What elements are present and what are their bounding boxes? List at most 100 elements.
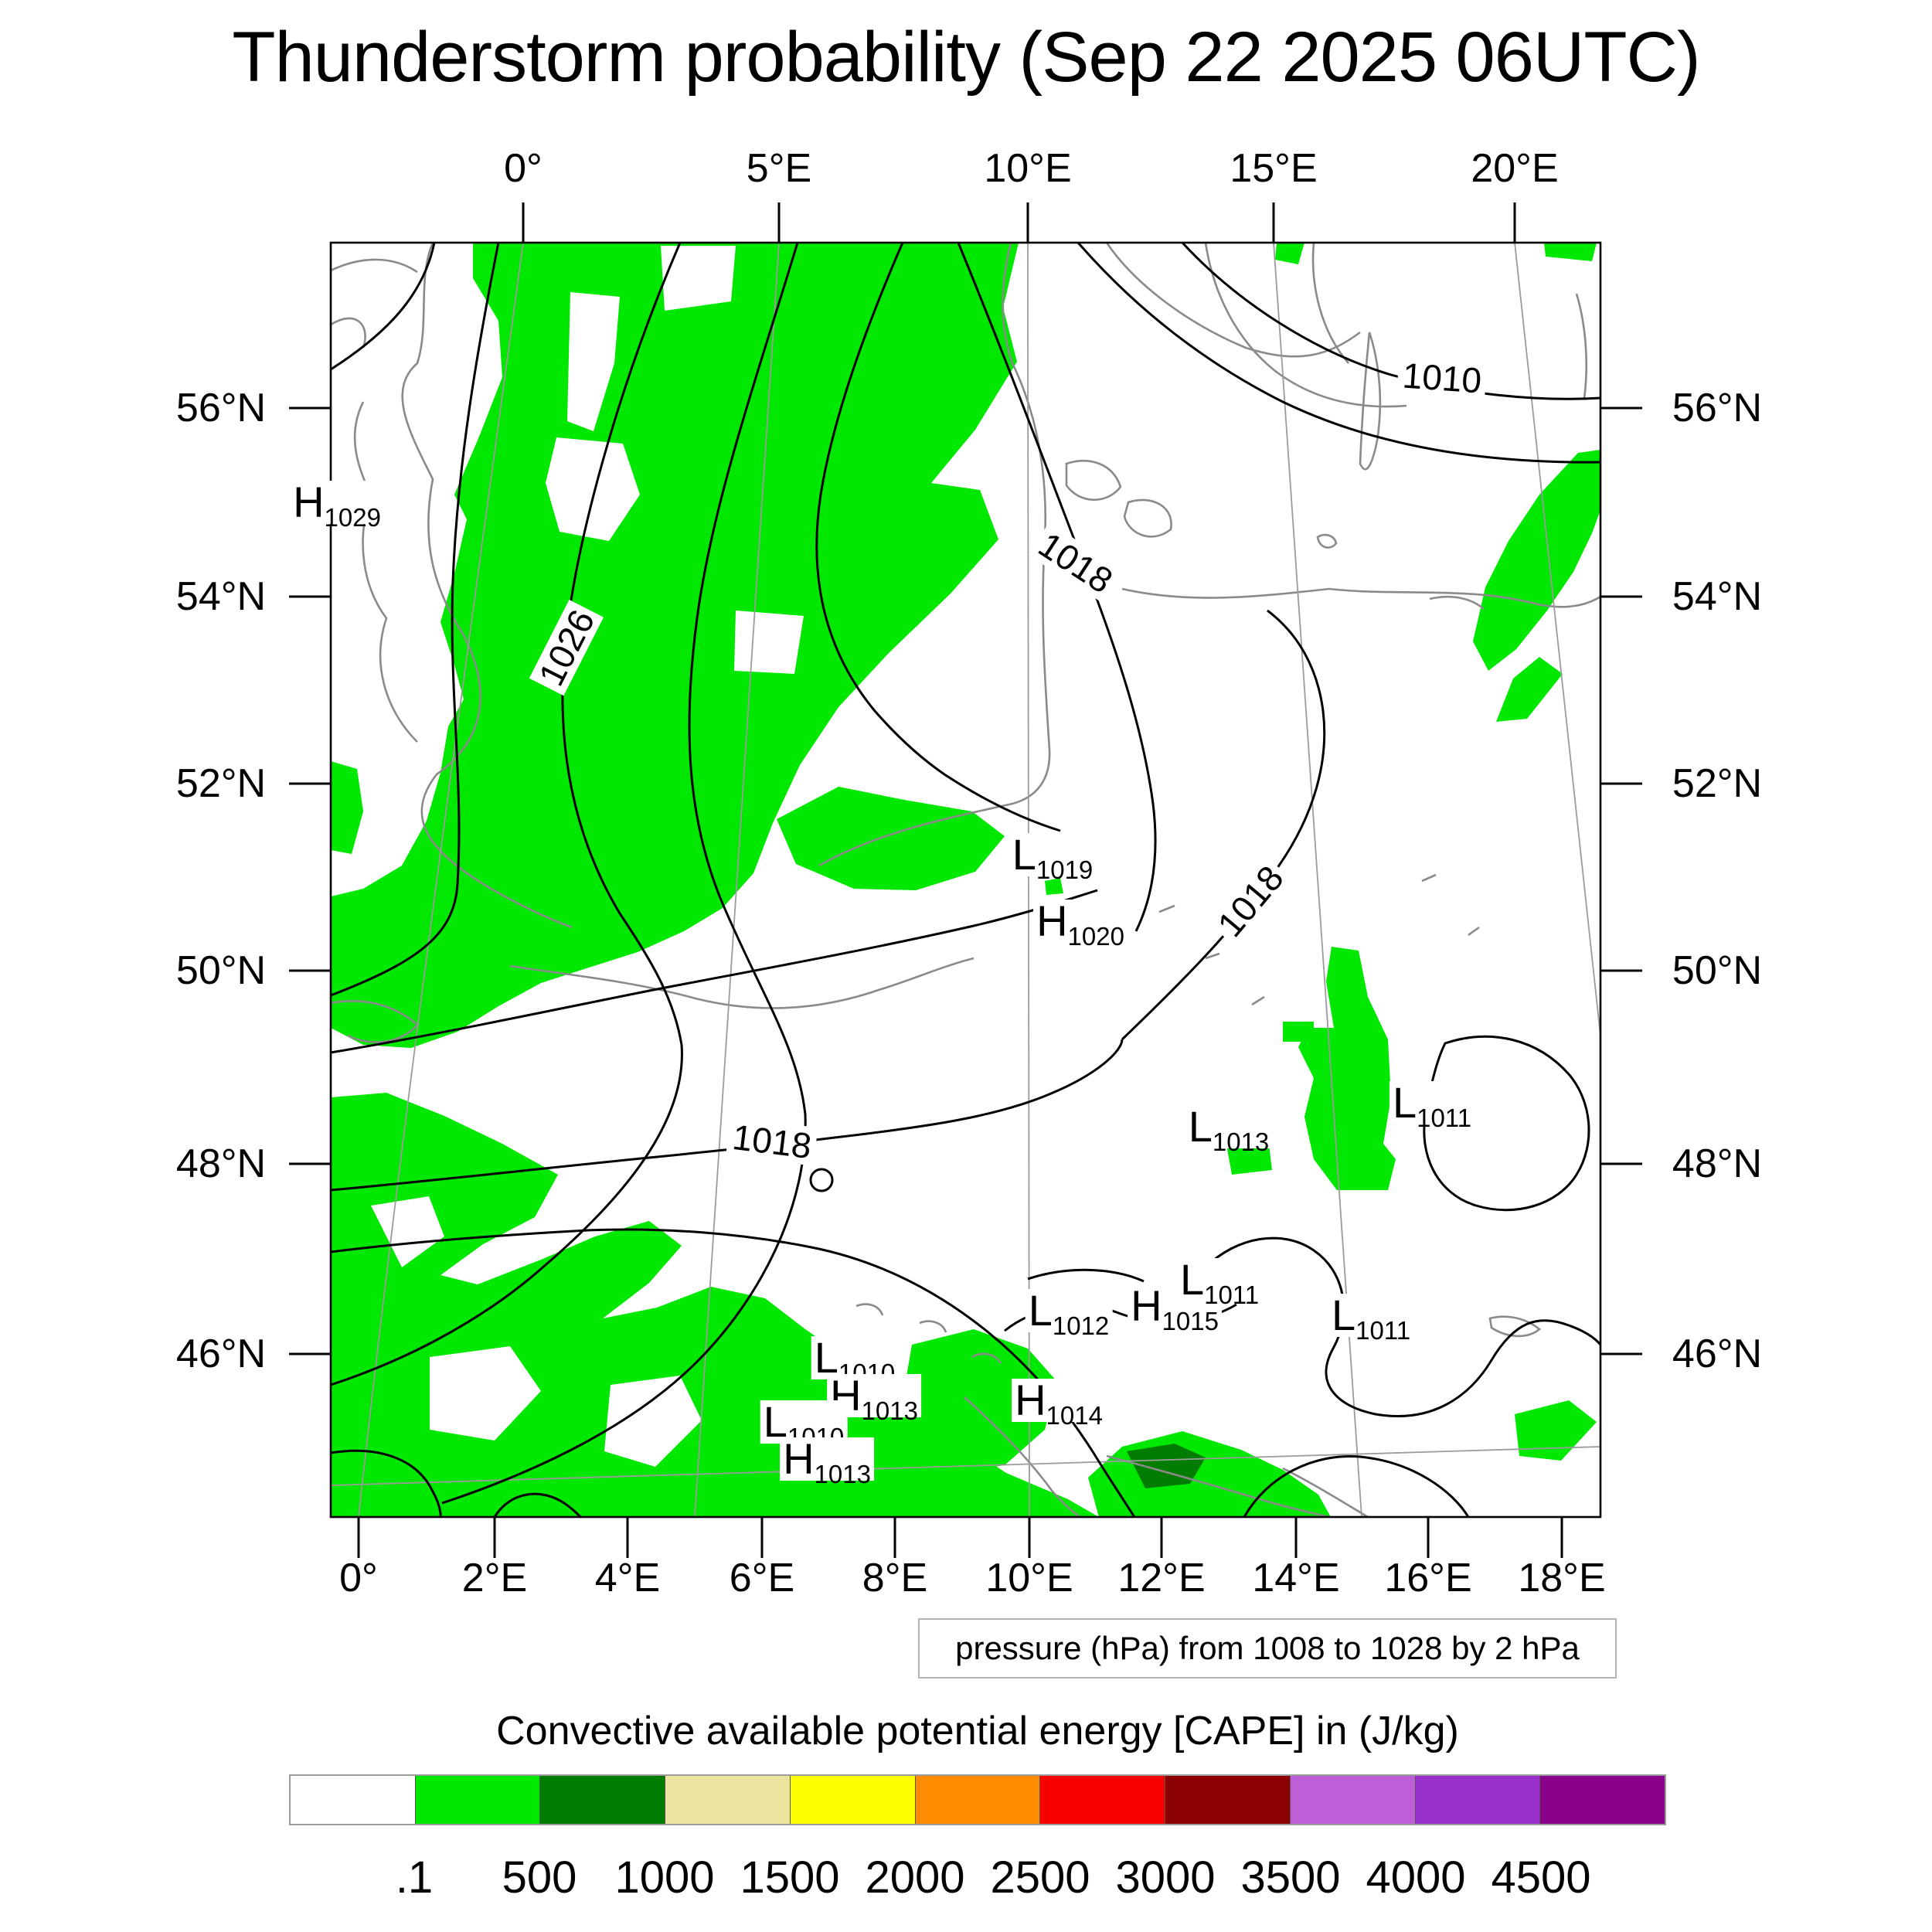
colorbar-segment-0 [291, 1776, 416, 1824]
coastline-misc-dashes [1158, 873, 1480, 1006]
isobar-layer [330, 241, 1602, 1519]
bottom-tick-label-18E: 18°E [1518, 1556, 1606, 1600]
isobar-closed-dot [809, 1168, 834, 1192]
pressure-letter: H [783, 1434, 815, 1483]
left-axis-ticks [289, 406, 331, 1355]
cape-speck-mid [1045, 878, 1063, 895]
left-tick-label-56N: 56°N [175, 386, 267, 430]
pressure-value: 1011 [1204, 1281, 1260, 1309]
isobar-1027 [330, 242, 500, 997]
pressure-value: 1015 [1162, 1307, 1219, 1335]
coastline-gotland [1359, 293, 1588, 471]
colorbar-tick-2500: 2500 [990, 1852, 1090, 1903]
left-tick-label-52N: 52°N [175, 761, 267, 806]
colorbar-segment-7 [1165, 1776, 1291, 1824]
left-tick-label-48N: 48°N [175, 1141, 267, 1186]
pressure-center-L1011-mid: L1011 [1176, 1255, 1263, 1308]
pressure-center-L1019: L1019 [1009, 833, 1097, 883]
isobar-1016-south [330, 1228, 1136, 1518]
coastline-danish-isles [1065, 460, 1172, 538]
graticule-meridian-20E [1514, 242, 1601, 1036]
coastline-britain-east [401, 242, 573, 929]
axes-layer [289, 202, 1642, 1558]
pressure-value: 1020 [1067, 922, 1124, 951]
cape-region-benelux-coast [777, 787, 1005, 890]
bottom-tick-label-14E: 14°E [1252, 1556, 1340, 1600]
isobar-balkan-low [1204, 1236, 1602, 1418]
top-tick-label-5E: 5°E [746, 146, 812, 191]
pressure-letter: L [1179, 1255, 1205, 1304]
colorbar-tick-0.1: .1 [395, 1852, 434, 1903]
colorbar-segment-8 [1290, 1776, 1416, 1824]
cape-region-northsea-band [331, 243, 1019, 1048]
top-tick-label-0: 0° [504, 146, 543, 191]
colorbar-segment-2 [540, 1776, 666, 1824]
isobar-1024 [441, 242, 807, 1505]
cape-region-baltic-streak-2 [1496, 657, 1563, 722]
coastline-bornholm [1316, 533, 1338, 549]
colorbar-tick-500: 500 [502, 1852, 577, 1903]
top-axis-ticks [522, 202, 1516, 243]
pressure-letter: H [1015, 1376, 1046, 1424]
colorbar-tick-4500: 4500 [1491, 1852, 1591, 1903]
right-tick-label-50N: 50°N [1672, 948, 1763, 993]
pressure-letter: H [1131, 1281, 1162, 1330]
colorbar [289, 1774, 1666, 1825]
pressure-value: 1011 [1355, 1316, 1411, 1345]
cape-region-adriatic-east [1515, 1400, 1597, 1461]
isobar-1010 [1181, 241, 1601, 400]
colorbar-segment-5 [915, 1776, 1041, 1824]
left-tick-label-54N: 54°N [175, 574, 267, 619]
colorbar-segment-6 [1040, 1776, 1166, 1824]
map-border [329, 241, 1602, 1519]
colorbar-segment-4 [790, 1776, 916, 1824]
pressure-center-H1020: H1020 [1033, 900, 1128, 949]
right-tick-label-52N: 52°N [1672, 761, 1763, 806]
colorbar-segment-9 [1415, 1776, 1541, 1824]
bottom-axis-ticks [357, 1517, 1563, 1558]
isobar-1012-north [1077, 242, 1601, 464]
contour-label-text: 1010 [1401, 355, 1483, 401]
pressure-center-L1011-south: L1011 [1328, 1291, 1414, 1343]
graticule-meridian-0E [358, 242, 524, 1518]
colorbar-tick-4000: 4000 [1366, 1852, 1466, 1903]
colorbar-segment-10 [1540, 1776, 1665, 1824]
isobar-1019-middle [330, 889, 1098, 1054]
cape-region-nw-italy [903, 1329, 1057, 1472]
cape-region-baltic-streak-1 [1473, 450, 1600, 671]
colorbar-segment-1 [415, 1776, 541, 1824]
right-axis-ticks [1600, 406, 1642, 1355]
isobar-corner-loops [330, 1449, 582, 1519]
pressure-letter: L [1331, 1291, 1356, 1339]
cape-region-channel-streak [563, 873, 676, 940]
bottom-tick-label-6E: 6°E [729, 1556, 795, 1600]
right-tick-label-46N: 46°N [1672, 1332, 1763, 1376]
pressure-letter: L [763, 1397, 787, 1446]
pressure-value: 1014 [1046, 1401, 1103, 1430]
cape-region-czech-blob [1298, 947, 1396, 1190]
isobar-alps-wiggle-2 [1027, 1268, 1145, 1283]
isobar-1018-upper [957, 242, 1157, 932]
coastline-balaton [1488, 1315, 1542, 1338]
pressure-letter: L [814, 1333, 838, 1382]
left-tick-label-46N: 46°N [175, 1332, 267, 1376]
contour-info-box: pressure (hPa) from 1008 to 1028 by 2 hP… [918, 1618, 1617, 1679]
coastline-italy-west [964, 1396, 1081, 1519]
isobar-1026 [330, 242, 683, 1386]
top-tick-label-20E: 20°E [1471, 146, 1559, 191]
coastline-denmark-germany [818, 242, 1051, 867]
pressure-center-H1015: H1015 [1128, 1281, 1222, 1334]
pressure-center-H1013-south: H1013 [780, 1434, 874, 1487]
colorbar-tick-3500: 3500 [1240, 1852, 1341, 1903]
bottom-tick-label-2E: 2°E [461, 1556, 528, 1600]
pressure-center-H1014: H1014 [1012, 1376, 1106, 1428]
cape-speck-top-2 [1544, 243, 1597, 261]
cape-shading-layer [331, 243, 1600, 1517]
pressure-letter: H [1036, 896, 1068, 945]
pressure-value: 1013 [814, 1460, 871, 1488]
isobar-1028 [330, 242, 436, 371]
coastline-adriatic-north [1106, 1454, 1369, 1519]
isobar-south-loop [1243, 1454, 1470, 1518]
right-tick-label-56N: 56°N [1672, 386, 1763, 430]
left-tick-label-50N: 50°N [175, 948, 267, 993]
